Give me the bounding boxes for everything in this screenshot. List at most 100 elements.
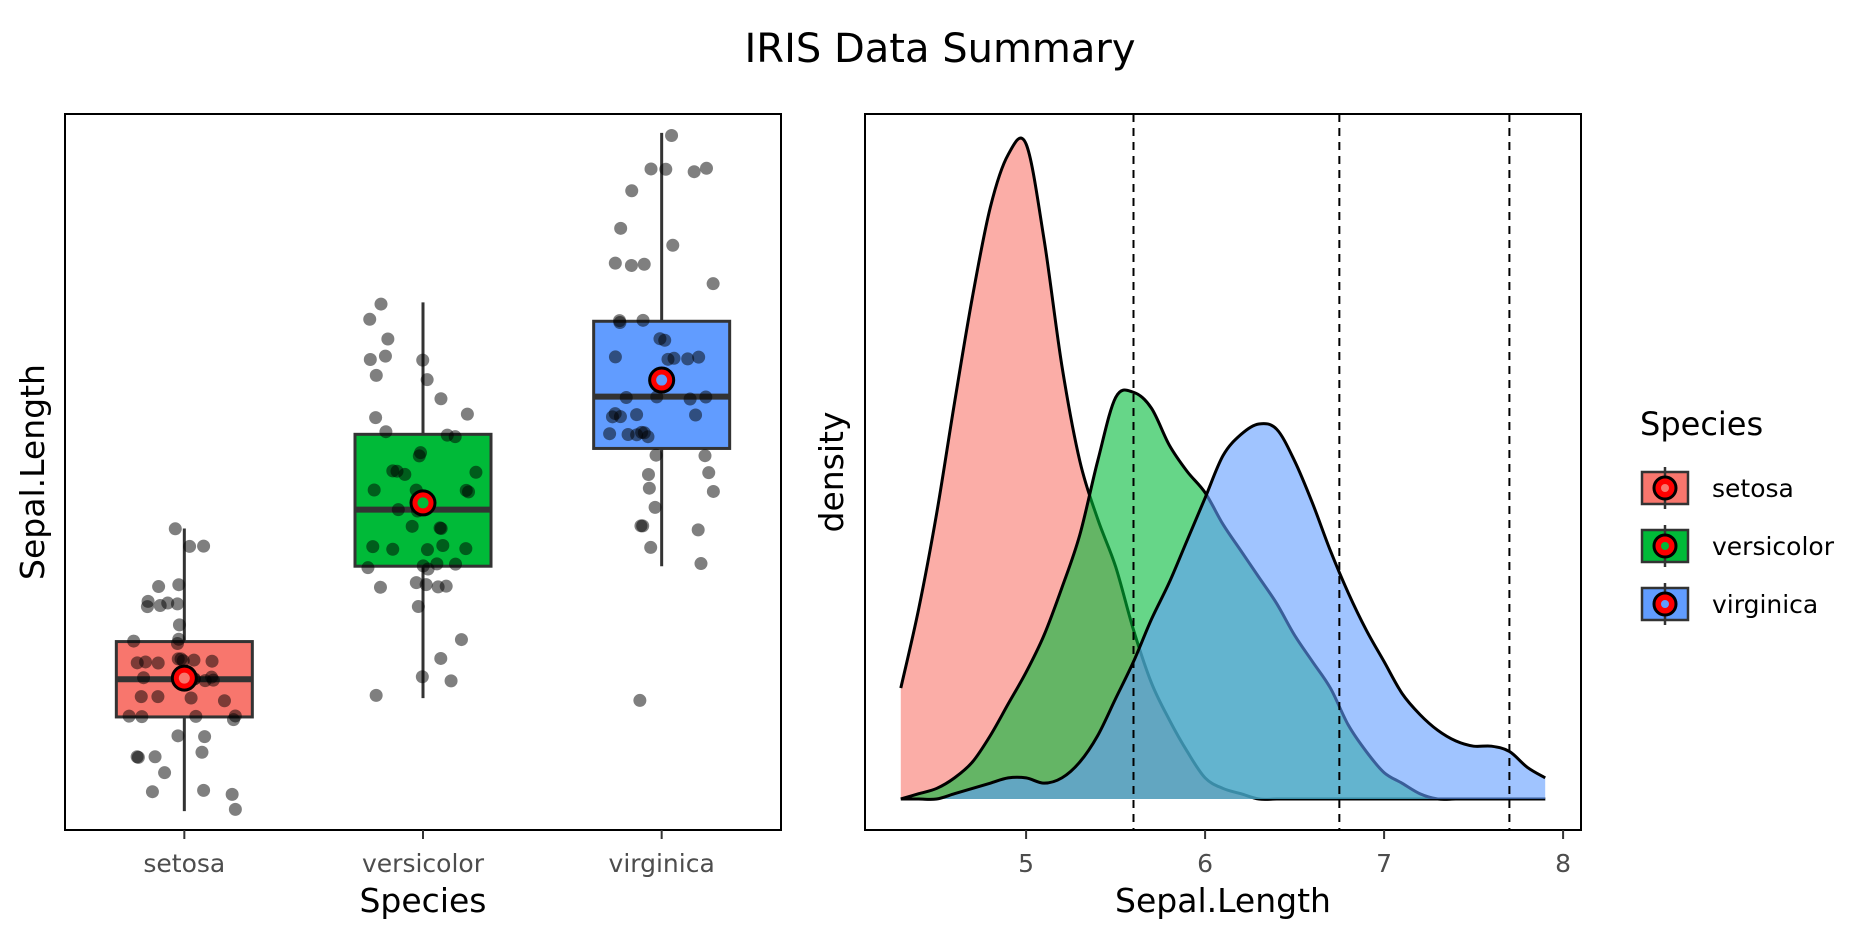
data-point <box>363 353 377 367</box>
data-point <box>434 651 448 665</box>
data-point <box>649 448 663 462</box>
data-point <box>666 238 680 252</box>
data-point <box>420 373 434 387</box>
data-point <box>217 694 231 708</box>
data-point <box>145 785 159 799</box>
data-point <box>189 709 203 723</box>
data-point <box>170 597 184 611</box>
data-point <box>642 481 656 495</box>
data-point <box>603 427 617 441</box>
data-point <box>134 690 148 704</box>
data-point <box>630 428 644 442</box>
data-point <box>198 730 212 744</box>
density-marks <box>899 114 1546 830</box>
data-point <box>151 690 165 704</box>
data-point <box>648 500 662 514</box>
data-point <box>187 653 201 667</box>
data-point <box>702 466 716 480</box>
data-point <box>369 688 383 702</box>
data-point <box>706 277 720 291</box>
data-point <box>198 674 212 688</box>
data-point <box>122 709 136 723</box>
data-point <box>130 656 144 670</box>
data-point <box>183 539 197 553</box>
data-point <box>172 578 186 592</box>
data-point <box>171 729 185 743</box>
data-point <box>391 503 405 517</box>
data-point <box>641 468 655 482</box>
density-area-virginica <box>900 423 1546 800</box>
legend-key-marker-center <box>1661 484 1669 492</box>
density-panel: 5 6 7 8 Sepal.Length density <box>812 113 1582 920</box>
legend-label: setosa <box>1712 474 1794 503</box>
data-point <box>363 312 377 326</box>
data-point <box>630 408 644 422</box>
data-point <box>369 411 383 425</box>
data-point <box>405 519 419 533</box>
data-point <box>197 783 211 797</box>
data-point <box>641 430 655 444</box>
data-point <box>698 449 712 463</box>
legend-label: versicolor <box>1712 532 1835 561</box>
legend-label: virginica <box>1712 590 1818 619</box>
box-group-virginica <box>592 132 732 567</box>
data-point <box>411 600 425 614</box>
data-point <box>444 674 458 688</box>
data-point <box>624 258 638 272</box>
legend: Species setosa versicolor virginica <box>1640 405 1835 625</box>
data-point <box>637 257 651 271</box>
boxplot-marks <box>114 128 732 816</box>
data-point <box>449 557 463 571</box>
data-point <box>197 539 211 553</box>
data-point <box>131 750 145 764</box>
density-x-axis-title: Sepal.Length <box>1115 881 1331 920</box>
data-point <box>137 671 151 685</box>
data-point <box>619 391 633 405</box>
data-point <box>386 542 400 556</box>
data-point <box>692 350 706 364</box>
data-point <box>228 802 242 816</box>
boxplot-x-axis-title: Species <box>359 881 486 920</box>
data-point <box>140 600 154 614</box>
data-point <box>148 750 162 764</box>
x-tick-label: setosa <box>143 849 225 878</box>
data-point <box>658 333 672 347</box>
data-point <box>195 745 209 759</box>
legend-item-versicolor: versicolor <box>1640 525 1835 567</box>
data-point <box>644 540 658 554</box>
data-point <box>415 670 429 684</box>
legend-key-marker-center <box>1661 542 1669 550</box>
data-point <box>650 390 664 404</box>
boxplot-panel: setosa versicolor virginica Species Sepal.… <box>13 113 782 920</box>
x-tick-label: virginica <box>609 849 715 878</box>
data-point <box>378 349 392 363</box>
data-point <box>625 184 639 198</box>
data-point <box>644 162 658 176</box>
data-point <box>448 430 462 444</box>
data-point <box>416 353 430 367</box>
data-point <box>699 161 713 175</box>
data-point <box>433 521 447 535</box>
density-x-ticks: 5 6 7 8 <box>1018 830 1571 878</box>
legend-items: setosa versicolor virginica <box>1640 467 1835 625</box>
x-tick-label: 8 <box>1555 849 1571 878</box>
data-point <box>412 449 426 463</box>
data-point <box>161 596 175 610</box>
legend-item-setosa: setosa <box>1640 467 1794 509</box>
data-point <box>379 425 393 439</box>
boxplot-x-ticks: setosa versicolor virginica <box>143 830 715 878</box>
density-line-virginica <box>900 422 1546 801</box>
data-point <box>689 408 703 422</box>
data-point <box>613 410 627 424</box>
data-point <box>659 162 673 176</box>
data-point <box>613 314 627 328</box>
data-point <box>369 368 383 382</box>
data-point <box>170 636 184 650</box>
data-point <box>636 519 650 533</box>
x-tick-label: 7 <box>1376 849 1392 878</box>
data-point <box>436 538 450 552</box>
legend-item-virginica: virginica <box>1640 583 1818 625</box>
data-point <box>184 691 198 705</box>
data-point <box>366 540 380 554</box>
